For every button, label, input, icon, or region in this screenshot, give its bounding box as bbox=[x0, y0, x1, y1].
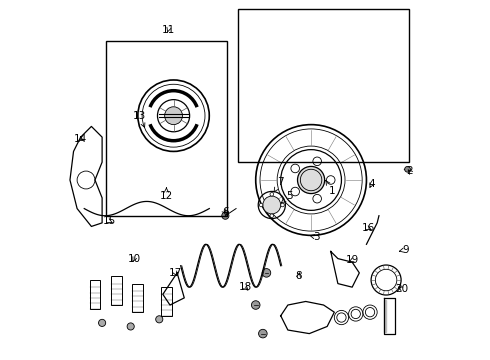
Bar bbox=[132, 284, 143, 312]
Circle shape bbox=[251, 301, 260, 309]
Text: 7: 7 bbox=[274, 177, 284, 192]
Circle shape bbox=[291, 164, 299, 173]
Circle shape bbox=[262, 269, 270, 277]
Circle shape bbox=[313, 194, 321, 203]
Text: 20: 20 bbox=[395, 284, 409, 294]
Text: 4: 4 bbox=[368, 179, 375, 189]
Text: 5: 5 bbox=[281, 191, 293, 203]
Text: 2: 2 bbox=[406, 166, 413, 176]
Circle shape bbox=[263, 196, 281, 214]
Text: 14: 14 bbox=[74, 134, 87, 144]
Text: 9: 9 bbox=[399, 245, 409, 255]
Circle shape bbox=[270, 193, 273, 196]
Circle shape bbox=[259, 329, 267, 338]
Circle shape bbox=[98, 319, 106, 327]
Text: 17: 17 bbox=[169, 268, 182, 278]
Text: 16: 16 bbox=[362, 223, 375, 233]
Text: 3: 3 bbox=[310, 232, 320, 242]
Circle shape bbox=[270, 214, 273, 217]
Text: 19: 19 bbox=[345, 255, 359, 265]
Text: 6: 6 bbox=[222, 207, 229, 217]
Circle shape bbox=[297, 166, 325, 194]
Circle shape bbox=[405, 166, 411, 172]
Text: 18: 18 bbox=[238, 282, 252, 292]
Text: 12: 12 bbox=[160, 188, 173, 201]
Bar bbox=[111, 276, 122, 305]
Text: 1: 1 bbox=[326, 180, 336, 196]
Bar bbox=[161, 287, 172, 316]
Circle shape bbox=[156, 316, 163, 323]
Circle shape bbox=[259, 203, 263, 207]
Bar bbox=[90, 280, 100, 309]
Circle shape bbox=[313, 157, 321, 166]
Circle shape bbox=[127, 323, 134, 330]
Text: 11: 11 bbox=[162, 25, 175, 35]
Bar bbox=[238, 9, 409, 162]
Circle shape bbox=[291, 187, 299, 196]
Circle shape bbox=[222, 212, 229, 219]
Circle shape bbox=[326, 176, 335, 184]
Text: 8: 8 bbox=[295, 271, 302, 282]
Text: 13: 13 bbox=[133, 111, 146, 127]
Circle shape bbox=[165, 107, 182, 125]
Text: 15: 15 bbox=[102, 216, 116, 226]
Text: 10: 10 bbox=[128, 253, 141, 264]
Bar bbox=[106, 41, 227, 216]
Circle shape bbox=[281, 203, 284, 207]
Polygon shape bbox=[384, 300, 386, 332]
